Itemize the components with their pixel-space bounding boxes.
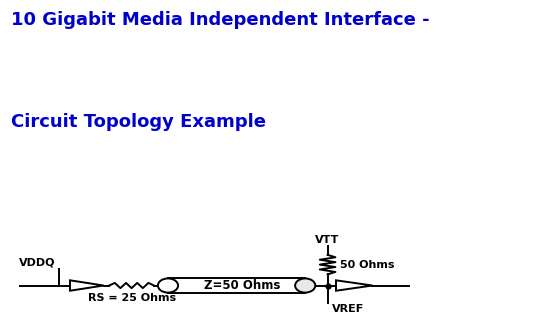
Text: Circuit Topology Example: Circuit Topology Example <box>11 113 266 131</box>
Text: RS = 25 Ohms: RS = 25 Ohms <box>87 293 176 303</box>
Text: Z=50 Ohms: Z=50 Ohms <box>204 279 281 292</box>
Text: VREF: VREF <box>332 304 364 314</box>
Ellipse shape <box>158 279 178 292</box>
Ellipse shape <box>295 279 315 292</box>
Text: VTT: VTT <box>315 235 340 245</box>
Text: 10 Gigabit Media Independent Interface -: 10 Gigabit Media Independent Interface - <box>11 11 430 29</box>
Text: VDDQ: VDDQ <box>19 258 55 268</box>
Text: 50 Ohms: 50 Ohms <box>340 260 394 270</box>
